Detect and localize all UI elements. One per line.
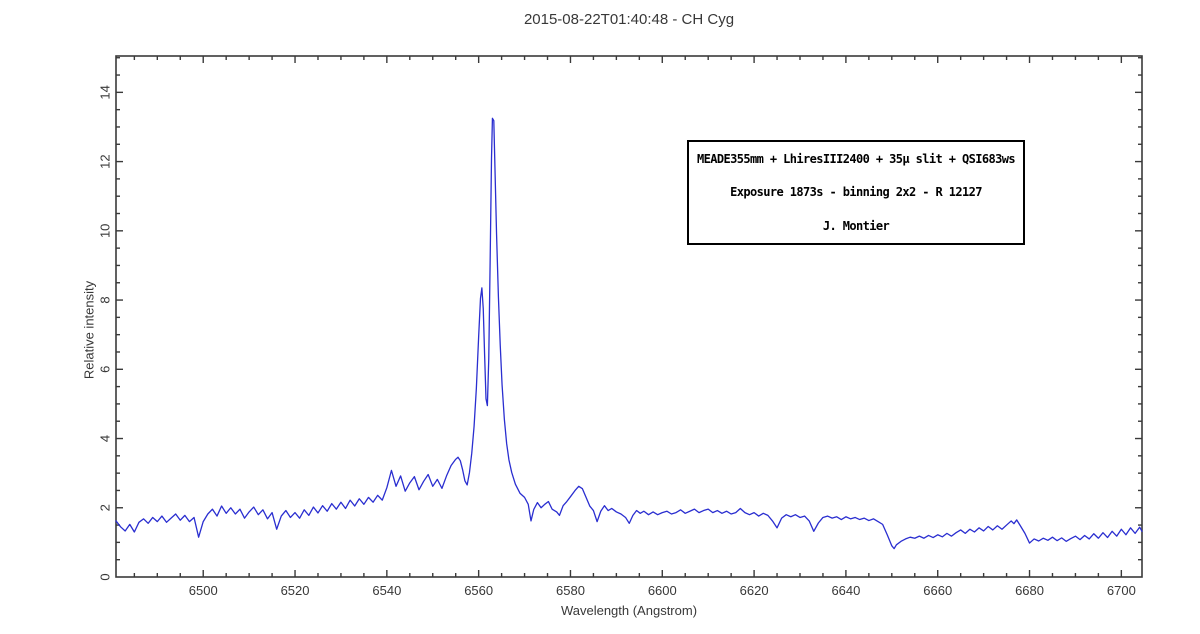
x-tick-label: 6540 xyxy=(372,583,401,598)
plot-frame xyxy=(115,55,1143,578)
x-tick-label: 6520 xyxy=(281,583,310,598)
x-tick-label: 6560 xyxy=(464,583,493,598)
y-tick-label: 14 xyxy=(98,85,113,99)
info-exposure-line: Exposure 1873s - binning 2x2 - R 12127 xyxy=(730,185,982,200)
y-tick-label: 8 xyxy=(98,296,113,303)
x-tick-label: 6680 xyxy=(1015,583,1044,598)
page-title: 2015-08-22T01:40:48 - CH Cyg xyxy=(523,11,735,28)
y-tick-label: 12 xyxy=(98,154,113,168)
x-tick-label: 6640 xyxy=(831,583,860,598)
x-tick-label: 6700 xyxy=(1107,583,1136,598)
y-tick-label: 6 xyxy=(98,366,113,373)
x-tick-label: 6620 xyxy=(740,583,769,598)
y-tick-label: 4 xyxy=(98,435,113,442)
x-tick-label: 6580 xyxy=(556,583,585,598)
x-tick-label: 6600 xyxy=(648,583,677,598)
x-axis-label: Wavelength (Angstrom) xyxy=(560,603,698,618)
y-tick-label: 0 xyxy=(98,573,113,580)
y-tick-label: 10 xyxy=(98,224,113,238)
x-tick-label: 6500 xyxy=(189,583,218,598)
spectrum-line xyxy=(115,117,1143,550)
y-tick-label: 2 xyxy=(98,504,113,511)
info-equipment-line: MEADE355mm + LhiresIII2400 + 35µ slit + … xyxy=(697,151,1016,166)
info-author-line: J. Montier xyxy=(822,219,890,234)
x-tick-label: 6660 xyxy=(923,583,952,598)
observation-info-box: MEADE355mm + LhiresIII2400 + 35µ slit + … xyxy=(687,140,1025,245)
